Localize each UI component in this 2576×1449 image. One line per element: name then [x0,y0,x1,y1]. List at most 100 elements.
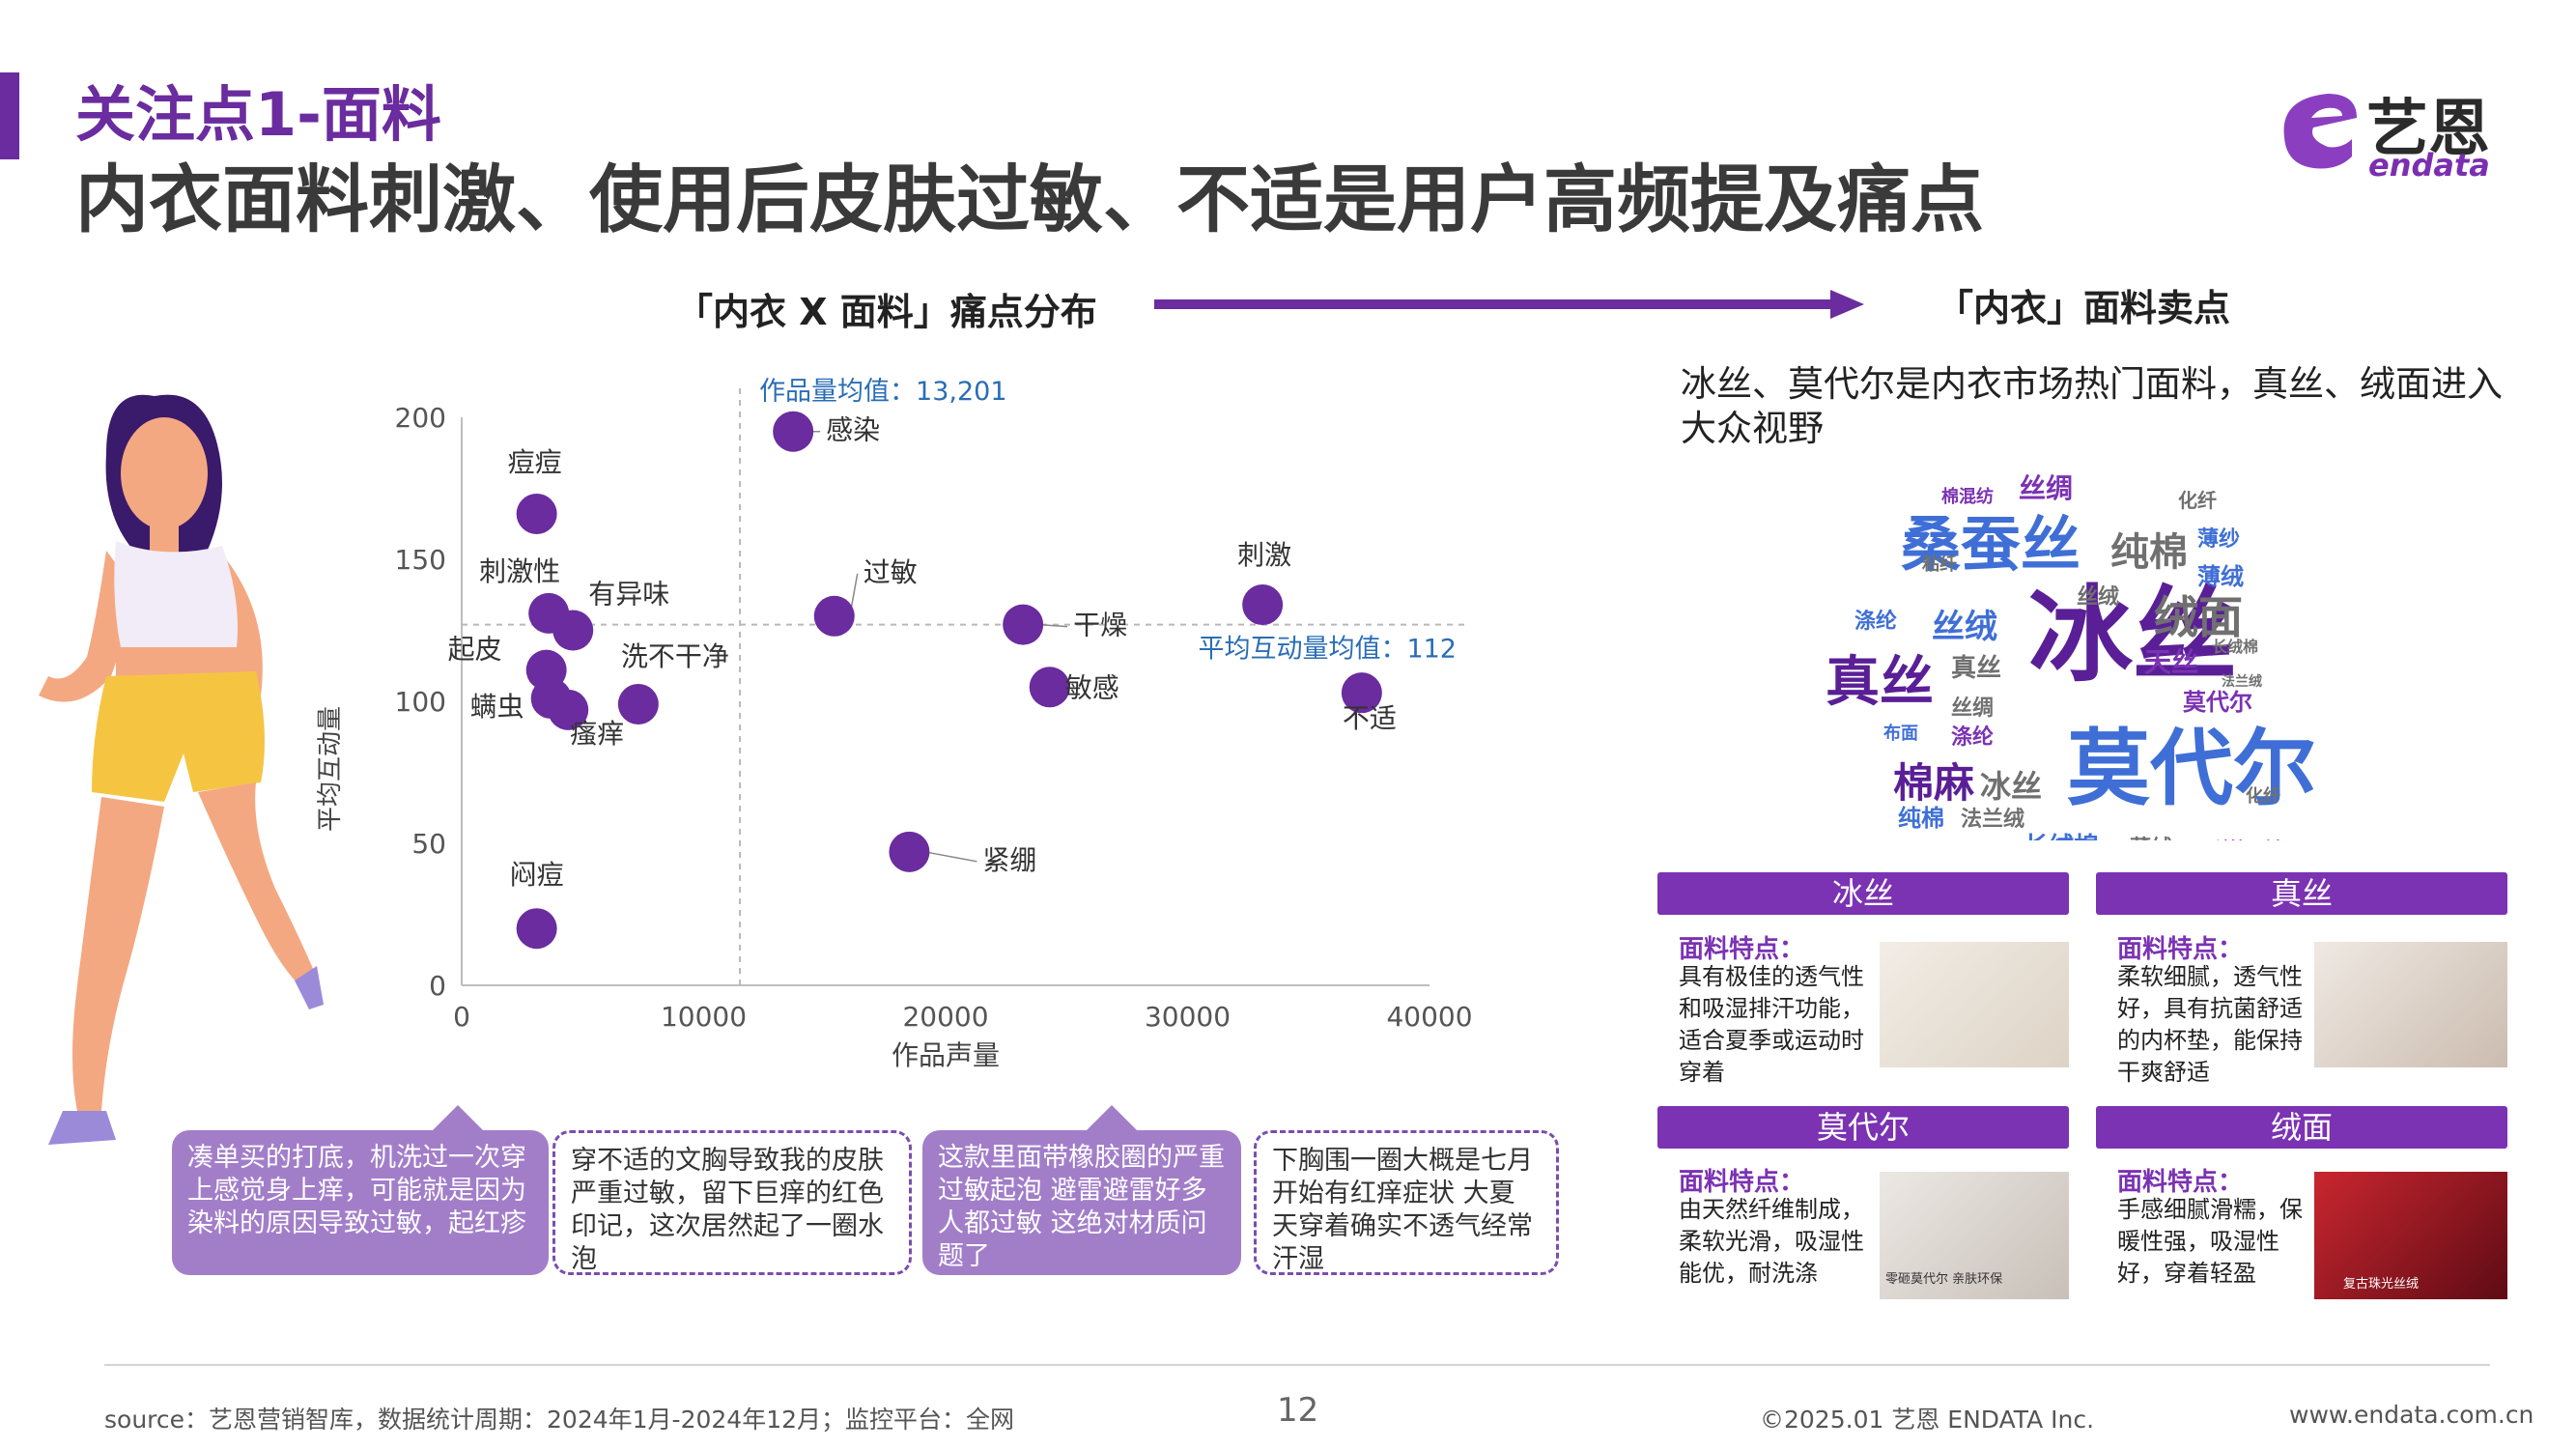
wordcloud-word: 科技面料 [2212,838,2281,840]
product-photo [2314,942,2507,1067]
footer-divider [104,1364,2490,1366]
wordcloud-word: 长绒棉 [2024,832,2099,840]
y-tick-label: 200 [395,402,446,434]
wordcloud-word: 冰丝 [2028,576,2237,696]
wordcloud-word: 薄绒 [2130,836,2172,840]
section-title: 关注点1-面料 [75,79,441,150]
mean-label-y: 平均互动量均值：112 [1198,635,1457,665]
card-label: 面料特点： [2117,935,2244,964]
wordcloud-word: 涤纶 [1854,609,1897,634]
card-header-rongmian: 绒面 [2096,1106,2507,1149]
card-header-zhensi: 真丝 [2096,872,2507,915]
y-tick-label: 50 [411,828,446,860]
scatter-point [516,908,557,950]
point-label: 敏感 [1065,671,1119,703]
bubble-tip [1087,1105,1137,1130]
page-headline: 内衣面料刺激、使用后皮肤过敏、不适是用户高频提及痛点 [75,156,1984,242]
scatter-point [889,831,930,872]
wordcloud-word: 布面 [1883,723,1918,744]
point-label: 瘙痒 [570,718,624,750]
point-leader-line [1038,623,1068,628]
quote-bubble-3: 这款里面带橡胶圈的严重过敏起泡 避雷避雷好多人都过敏 这绝对材质问题了 [922,1105,1241,1275]
x-axis-label: 作品声量 [892,1039,1000,1071]
scatter-point [1242,584,1284,626]
wordcloud-word: 薄纱 [2197,527,2240,552]
x-tick-label: 0 [453,1001,470,1033]
wordcloud-word: 丝绒 [1932,608,1997,646]
scatter-point [516,493,557,534]
flow-arrow-icon [1154,290,1864,319]
fabric-wordcloud: 冰丝莫代尔桑蚕丝真丝绒面棉麻纯棉丝绸丝绒天丝薄纱薄绒涤纶冰丝纯棉法兰绒雪纺长绒棉… [1826,472,2316,840]
footer-website-link[interactable]: www.endata.com.cn [2289,1401,2534,1429]
point-label: 螨虫 [470,691,524,723]
wordcloud-word: 涤纶 [1951,724,1994,750]
y-axis-label: 平均互动量 [316,706,345,832]
card-text: 具有极佳的透气性和吸湿排汗功能，适合夏季或运动时穿着 [1679,963,1864,1086]
wordcloud-word: 化纤 [2246,785,2280,807]
quote-bubble-1: 凑单买的打底，机洗过一次穿上感觉身上痒，可能就是因为染料的原因导致过敏，起红疹 [172,1105,549,1275]
product-photo: 零砸莫代尔 亲肤环保 [1880,1172,2069,1299]
runner-illustration [39,394,324,1145]
point-label: 有异味 [588,579,669,611]
card-label: 面料特点： [1679,1168,1805,1197]
point-label: 紧绷 [982,844,1036,876]
card-text: 由天然纤维制成，柔软光滑，吸湿性能优，耐洗涤 [1679,1196,1864,1287]
card-header-modal: 莫代尔 [1657,1106,2069,1149]
card-header-bingsi: 冰丝 [1657,872,2069,915]
wordcloud-word: 长绒棉 [2212,638,2258,656]
wordcloud-word: 薄绒 [2197,563,2244,590]
wordcloud-word: 粘纤 [1922,554,1957,575]
wordcloud-word: 冰丝 [1980,768,2042,805]
point-label: 感染 [826,414,880,446]
wordcloud-word: 桑蚕丝 [1901,509,2081,580]
logo-wordmark-en: endata [2368,147,2490,184]
photo-caption: 复古珠光丝绒 [2343,1277,2420,1292]
wordcloud-word: 化纤 [2178,489,2217,512]
page-number: 12 [1277,1391,1319,1430]
wordcloud-word: 丝绒 [2077,584,2119,610]
wordcloud-word: 真丝 [1826,651,1934,714]
wordcloud-word: 纯棉 [1898,805,1944,832]
wordcloud-word: 天丝 [2144,646,2198,678]
wordcloud-word: 法兰绒 [1961,807,2024,832]
x-tick-label: 20000 [902,1001,988,1033]
scatter-point [548,689,589,730]
logo-wordmark-cn: 艺恩 [2366,94,2490,165]
pain-point-scatter-chart: 0 10000 20000 30000 40000 0 50 100 150 200 作品声量 平均互… [316,377,1473,1071]
product-photo: 复古珠光丝绒 [2314,1172,2507,1299]
y-tick-label: 0 [429,970,446,1002]
chart-title: 「内衣 X 面料」痛点分布 [676,291,1097,333]
quote-bubble-2: 穿不适的文胸导致我的皮肤严重过敏，留下巨痒的红色印记，这次居然起了一圈水泡 [552,1130,912,1275]
product-photo [1880,942,2069,1067]
x-tick-label: 30000 [1145,1001,1231,1033]
footer-source: source：艺恩营销智库，数据统计周期：2024年1月-2024年12月；监控… [104,1406,1015,1434]
endata-logo [2283,94,2357,169]
point-label: 过敏 [863,556,918,588]
point-label: 不适 [1343,702,1397,734]
mean-label-x: 作品量均值：13,201 [759,377,1006,407]
point-label: 刺激 [1237,539,1291,571]
scatter-point [813,595,855,637]
wordcloud-word: 莫代尔 [2067,721,2316,817]
wordcloud-word: 真丝 [1951,654,2001,683]
wordcloud-word: 棉麻 [1893,759,1974,807]
scatter-point [773,411,814,452]
wordcloud-word: 丝绸 [1951,696,1994,721]
quote-text: 凑单买的打底，机洗过一次穿上感觉身上痒，可能就是因为染料的原因导致过敏，起红疹 [187,1143,526,1238]
footer-copyright: ©2025.01 艺恩 ENDATA Inc. [1760,1406,2095,1434]
point-label: 闷痘 [510,859,564,891]
scatter-point [617,683,659,724]
quote-text: 下胸围一圈大概是七月开始有红痒症状 大夏天穿着确实不透气经常汗湿 [1272,1146,1533,1274]
wordcloud-word: 莫代尔 [2183,689,2252,716]
scatter-point [1341,672,1382,714]
wordcloud-word: 法兰绒 [2222,673,2262,690]
photo-caption: 零砸莫代尔 亲肤环保 [1885,1272,2003,1287]
quote-bubble-4: 下胸围一圈大概是七月开始有红痒症状 大夏天穿着确实不透气经常汗湿 [1254,1130,1559,1275]
point-label: 起皮 [448,634,502,666]
y-tick-label: 100 [395,686,446,718]
scatter-point [552,610,594,651]
quote-text: 穿不适的文胸导致我的皮肤严重过敏，留下巨痒的红色印记，这次居然起了一圈水泡 [571,1146,884,1274]
scatter-point [1003,604,1044,645]
point-label: 痘痘 [508,446,562,478]
card-label: 面料特点： [2117,1168,2244,1197]
